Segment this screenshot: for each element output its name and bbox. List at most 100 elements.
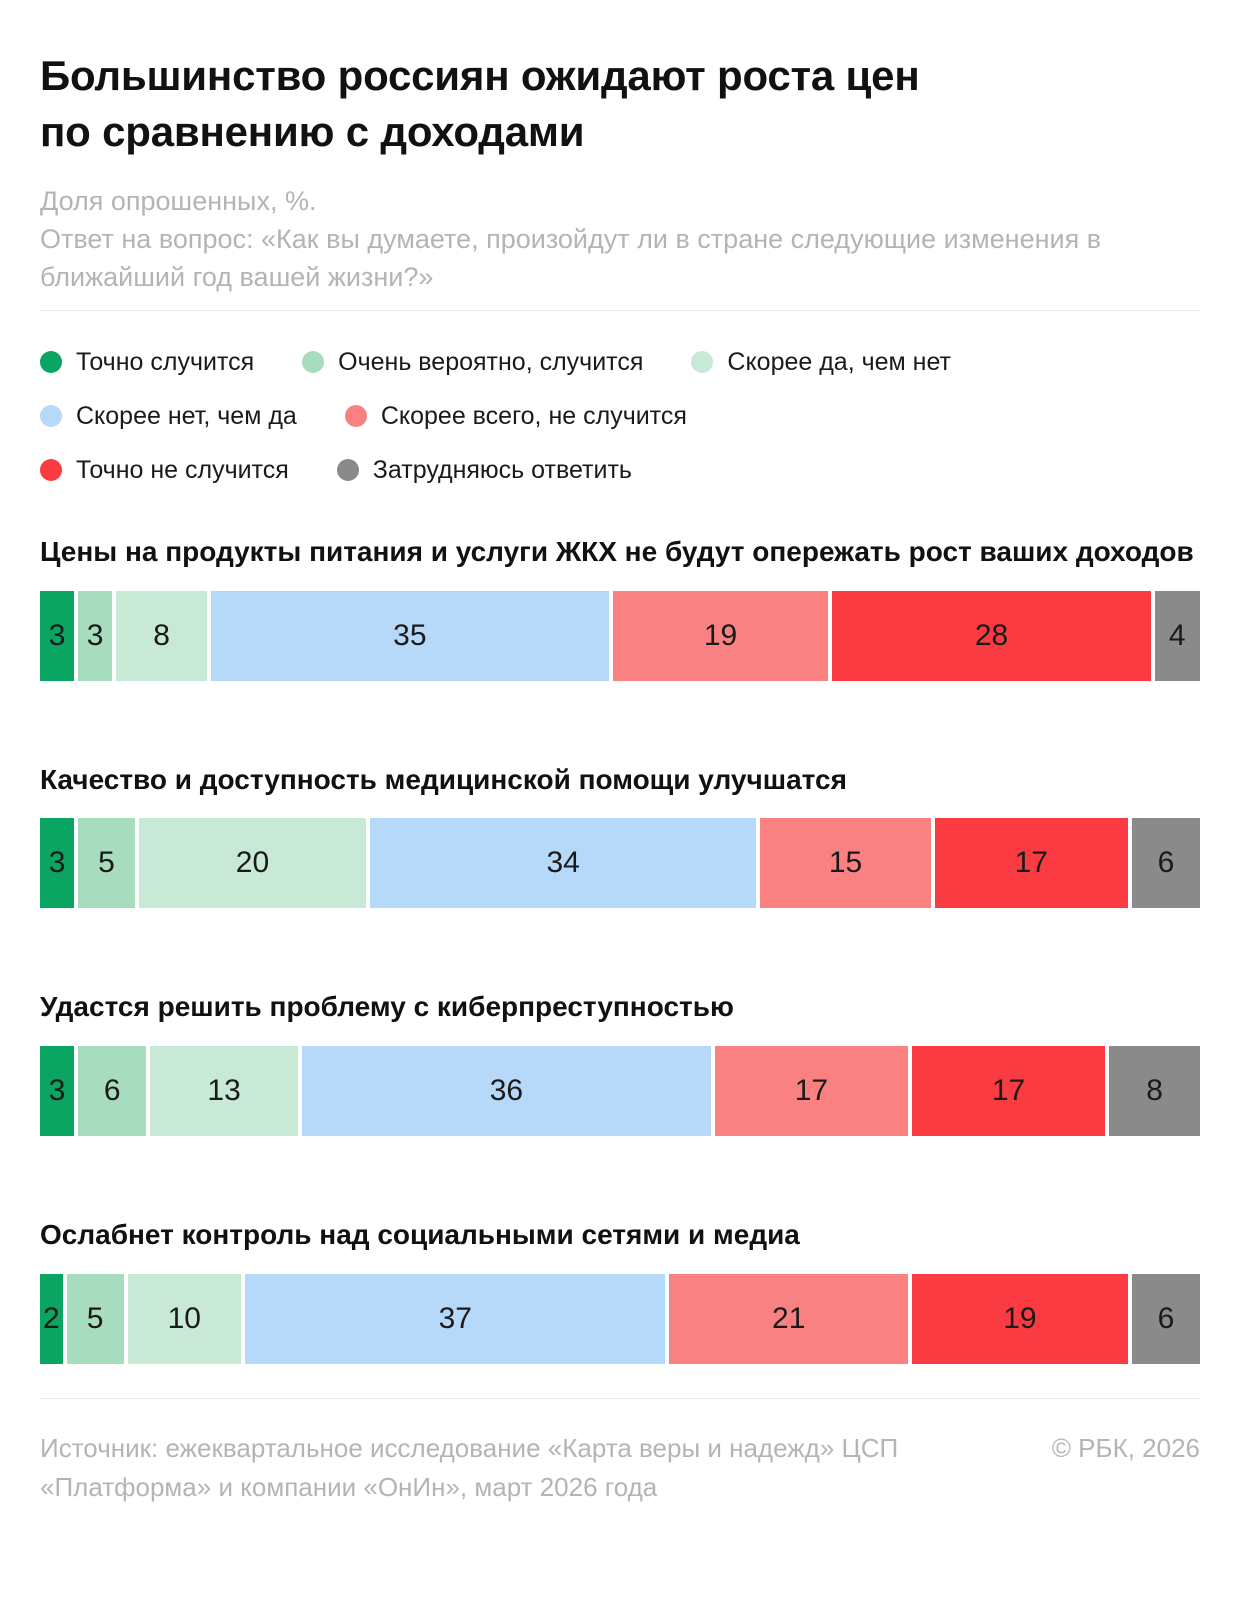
legend-dot-icon <box>40 405 62 428</box>
bar-segment-value: 3 <box>48 1074 66 1108</box>
bar-segment: 28 <box>832 590 1151 681</box>
legend-label: Затрудняюсь ответить <box>372 455 632 484</box>
bar-segment-value: 15 <box>828 846 863 880</box>
bar-segment-value: 28 <box>974 618 1009 652</box>
legend-item: Скорее всего, не случится <box>344 401 687 431</box>
bar-segment: 17 <box>714 1046 908 1137</box>
bar-segment-value: 35 <box>393 618 427 652</box>
bar-segment-value: 3 <box>48 846 66 880</box>
bar-segment: 15 <box>760 818 931 909</box>
bar-segment-value: 17 <box>1014 846 1048 880</box>
bar-segment-value: 8 <box>153 618 170 652</box>
legend-item: Затрудняюсь ответить <box>336 455 632 485</box>
legend-row: Точно случится Очень вероятно, случится Ск… <box>40 348 1200 377</box>
legend-dot-icon <box>344 405 367 428</box>
legend-label: Скорее нет, чем да <box>76 401 297 430</box>
bar-segment: 6 <box>1131 1273 1200 1364</box>
bar-segment-value: 2 <box>43 1301 60 1335</box>
bar-segment-value: 21 <box>772 1301 806 1335</box>
stacked-bar: 2 5 10 37 21 19 6 <box>40 1273 1200 1364</box>
footer-copyright: © РБК, 2026 <box>1051 1432 1200 1463</box>
legend-dot-icon <box>336 459 359 482</box>
bar-segment: 6 <box>78 1046 147 1137</box>
bar-segment: 3 <box>40 1046 75 1137</box>
page-title-line-1: Большинство россиян ожидают роста цен <box>40 52 920 99</box>
bar-segment-value: 20 <box>235 846 270 880</box>
chart-question-title: Качество и доступность медицинской помощ… <box>40 763 847 795</box>
bar-segment-value: 19 <box>703 618 738 652</box>
bar-segment-value: 6 <box>103 1074 121 1108</box>
bar-segment-value: 13 <box>207 1074 241 1108</box>
bar-segment-value: 5 <box>86 1301 104 1335</box>
bar-segment-value: 3 <box>48 618 66 652</box>
bar-segment: 8 <box>116 590 208 681</box>
bar-segment-value: 3 <box>86 618 104 652</box>
bar-segment: 3 <box>40 818 75 909</box>
subtitle-question: Ответ на вопрос: «Как вы думаете, произо… <box>40 224 1102 293</box>
bar-segment: 6 <box>1131 818 1200 909</box>
bar-segment-value: 8 <box>1146 1074 1163 1108</box>
bar-segment-value: 37 <box>438 1301 472 1335</box>
legend-dot-icon <box>691 351 714 374</box>
bar-segment-value: 10 <box>167 1301 201 1335</box>
page-title-line-2: по сравнению с доходами <box>40 107 585 155</box>
legend-item: Точно случится <box>40 348 254 377</box>
chart-subtitle: Доля опрошенных, %. Ответ на вопрос: «Ка… <box>40 182 1180 297</box>
footer: Источник: ежеквартальное исследование «К… <box>40 1429 1200 1507</box>
bar-segment: 5 <box>66 1273 124 1364</box>
bar-segment: 17 <box>912 1046 1106 1137</box>
legend-item: Точно не случится <box>40 456 289 485</box>
legend-item: Скорее нет, чем да <box>40 402 297 431</box>
bar-segment: 8 <box>1109 1046 1200 1137</box>
bar-segment: 19 <box>911 1273 1128 1364</box>
legend-dot-icon <box>40 459 62 482</box>
bar-segment: 3 <box>40 590 75 681</box>
bar-segment: 20 <box>138 818 367 909</box>
legend-label: Точно случится <box>76 347 255 376</box>
chart-question-title: Ослабнет контроль над социальными сетями… <box>40 1219 800 1251</box>
legend-row: Скорее нет, чем да Скорее всего, не случи… <box>40 402 1200 431</box>
stacked-bar: 3 6 13 36 17 17 8 <box>40 1046 1200 1137</box>
footer-divider <box>40 1397 1200 1399</box>
bar-segment-value: 4 <box>1168 618 1186 652</box>
legend-label: Точно не случится <box>76 455 289 484</box>
bar-segment: 4 <box>1154 590 1200 681</box>
legend-dot-icon <box>40 351 62 374</box>
chart-section: Удастся решить проблему с киберпреступно… <box>40 988 1200 1137</box>
bar-segment-value: 17 <box>794 1074 829 1108</box>
subtitle-units: Доля опрошенных, %. <box>40 185 317 216</box>
stacked-bar: 3 3 8 35 19 28 4 <box>40 590 1200 681</box>
bar-segment-value: 34 <box>546 846 580 880</box>
chart-section: Ослабнет контроль над социальными сетями… <box>40 1216 1200 1364</box>
bar-segment: 17 <box>934 818 1128 909</box>
chart-section: Качество и доступность медицинской помощ… <box>40 761 1200 909</box>
footer-source: Источник: ежеквартальное исследование «К… <box>40 1432 899 1502</box>
legend-row: Точно не случится Затрудняюсь ответить <box>40 456 1200 485</box>
legend-label: Скорее всего, не случится <box>380 401 687 430</box>
bar-segment: 10 <box>127 1273 242 1364</box>
bar-segment: 2 <box>40 1273 63 1364</box>
chart-question-title: Цены на продукты питания и услуги ЖКХ не… <box>40 535 1194 567</box>
page-title: Большинство россиян ожидают роста цен по… <box>40 48 1140 160</box>
bar-segment-value: 5 <box>98 846 115 880</box>
bar-segment-value: 19 <box>1003 1301 1037 1335</box>
legend-item: Очень вероятно, случится <box>302 348 643 377</box>
legend-label: Скорее да, чем нет <box>727 347 951 376</box>
bar-segment: 37 <box>245 1273 666 1364</box>
bar-segment: 3 <box>78 590 113 681</box>
bar-segment-value: 36 <box>489 1074 524 1108</box>
bar-segment-value: 17 <box>991 1074 1026 1108</box>
header-divider <box>40 309 1200 311</box>
infographic-page: Большинство россиян ожидают роста цен по… <box>0 48 1240 1616</box>
bar-segment: 5 <box>78 818 135 909</box>
legend-label: Очень вероятно, случится <box>338 347 644 376</box>
bar-segment: 34 <box>370 818 757 909</box>
bar-segment: 19 <box>612 590 829 681</box>
chart-legend: Точно случится Очень вероятно, случится Ск… <box>40 348 1200 485</box>
bar-segment: 13 <box>150 1046 298 1137</box>
bar-segment-value: 6 <box>1157 1301 1175 1335</box>
chart-question-title: Удастся решить проблему с киберпреступно… <box>40 991 734 1023</box>
legend-dot-icon <box>302 351 325 374</box>
legend-item: Скорее да, чем нет <box>691 348 951 377</box>
bar-segment: 35 <box>211 590 609 681</box>
